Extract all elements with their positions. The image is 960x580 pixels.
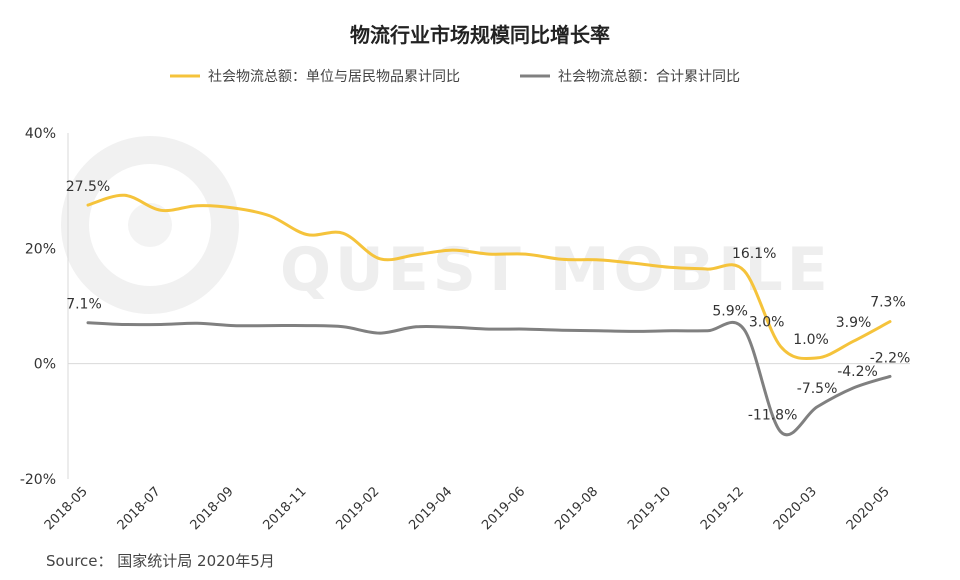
watermark: QUEST MOBILE [61, 136, 832, 314]
y-tick-label: 0% [34, 357, 56, 373]
legend: 社会物流总额：单位与居民物品累计同比 社会物流总额：合计累计同比 [170, 69, 740, 85]
y-tick-label: 20% [25, 241, 56, 257]
x-tick-label: 2019-04 [406, 484, 455, 533]
data-label: -2.2% [870, 350, 911, 366]
data-label: 1.0% [793, 332, 829, 348]
x-tick-label: 2019-12 [698, 484, 747, 533]
x-tick-label: 2019-10 [625, 484, 674, 533]
x-tick-label: 2019-06 [479, 484, 528, 533]
data-label: 3.9% [836, 315, 872, 331]
data-label: 7.3% [870, 295, 906, 311]
data-label: -11.8% [748, 408, 798, 424]
x-tick-label: 2018-07 [115, 484, 164, 533]
series-line-1 [86, 321, 892, 437]
data-labels: 27.5% 16.1% 3.0% 1.0% 3.9% 7.3% 7.1% 5.9% -11.8%… [66, 179, 911, 424]
data-label: -7.5% [797, 381, 838, 397]
data-label: 5.9% [712, 304, 748, 320]
x-tick-label: 2018-11 [261, 484, 310, 533]
y-tick-label: 40% [25, 126, 56, 142]
x-tick-label: 2020-05 [844, 484, 893, 533]
series-lines [86, 193, 892, 437]
chart-title: 物流行业市场规模同比增长率 [350, 23, 610, 47]
x-tick-label: 2020-03 [771, 484, 820, 533]
x-tick-label: 2018-09 [188, 484, 237, 533]
series-line-0 [86, 193, 892, 361]
data-label: 27.5% [66, 179, 110, 195]
source-note: Source： 国家统计局 2020年5月 [46, 552, 275, 570]
data-label: -4.2% [837, 364, 878, 380]
x-tick-label: 2019-02 [333, 484, 382, 533]
data-label: 3.0% [749, 314, 785, 330]
data-label: 16.1% [732, 246, 776, 262]
x-tick-label: 2019-08 [552, 484, 601, 533]
legend-label-1: 社会物流总额：合计累计同比 [558, 69, 740, 85]
watermark-text: QUEST MOBILE [280, 235, 832, 305]
x-tick-label: 2018-05 [42, 484, 91, 533]
data-label: 7.1% [66, 297, 102, 313]
y-tick-label: -20% [20, 472, 56, 488]
legend-label-0: 社会物流总额：单位与居民物品累计同比 [208, 69, 460, 85]
